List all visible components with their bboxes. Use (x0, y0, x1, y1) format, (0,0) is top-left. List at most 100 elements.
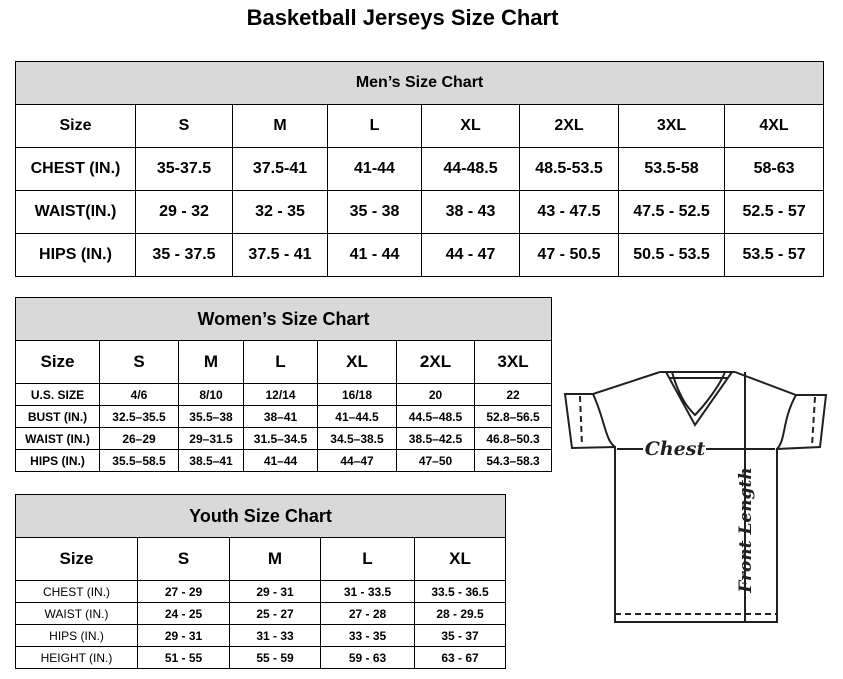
table-cell: S (99, 340, 179, 384)
table-cell: L (327, 104, 422, 148)
table-cell: 27 - 29 (137, 580, 230, 603)
table-cell: 47 - 50.5 (519, 233, 619, 277)
table-cell: 29 - 31 (137, 624, 230, 647)
table-cell: L (320, 537, 415, 581)
womens-size-table: Women’s Size Chart Size S M L XL 2XL 3XL U.S. S… (14, 297, 553, 472)
table-cell: M (232, 104, 328, 148)
table-cell: 12/14 (243, 383, 318, 406)
table-cell: 35-37.5 (135, 147, 233, 191)
table-header-row: Size S M L XL (15, 537, 507, 581)
t-shirt-diagram-icon: Chest Front Length (563, 371, 828, 623)
front-length-label: Front Length (736, 467, 756, 593)
table-row: HIPS (IN.) 35 - 37.5 37.5 - 41 41 - 44 44 - … (15, 233, 825, 277)
table-cell: 34.5–38.5 (317, 427, 397, 450)
table-cell: 41 - 44 (327, 233, 422, 277)
table-cell: 28 - 29.5 (413, 602, 507, 625)
table-cell: 35.5–58.5 (99, 449, 179, 472)
table-cell: 3XL (473, 340, 553, 384)
row-label: CHEST (IN.) (15, 147, 136, 191)
table-cell: 46.8–50.3 (473, 427, 553, 450)
table-cell: 3XL (618, 104, 725, 148)
table-cell: 33.5 - 36.5 (413, 580, 507, 603)
table-cell: 31.5–34.5 (243, 427, 318, 450)
row-label: U.S. SIZE (15, 383, 100, 406)
table-cell: 25 - 27 (229, 602, 321, 625)
table-cell: 8/10 (178, 383, 244, 406)
table-cell: S (135, 104, 233, 148)
table-cell: 41–44.5 (317, 405, 397, 428)
table-header-row: Size S M L XL 2XL 3XL (15, 340, 553, 384)
table-cell: 55 - 59 (229, 646, 321, 669)
table-cell: M (229, 537, 321, 581)
table-cell: 4/6 (99, 383, 179, 406)
table-cell: 4XL (723, 104, 825, 148)
table-cell: M (178, 340, 244, 384)
table-cell: 51 - 55 (137, 646, 230, 669)
table-cell: 47–50 (396, 449, 475, 472)
table-row: HIPS (IN.) 29 - 31 31 - 33 33 - 35 35 - 37 (15, 624, 507, 647)
page-title: Basketball Jerseys Size Chart (246, 5, 559, 30)
table-cell: 37.5-41 (232, 147, 328, 191)
chest-label: Chest (645, 438, 706, 460)
table-cell: 26–29 (99, 427, 179, 450)
table-cell: S (137, 537, 230, 581)
row-label: HIPS (IN.) (15, 233, 136, 277)
table-cell: 53.5-58 (618, 147, 725, 191)
table-cell: 44-48.5 (421, 147, 520, 191)
mens-table-title: Men’s Size Chart (14, 61, 825, 105)
row-label: HIPS (IN.) (15, 449, 100, 472)
table-cell: XL (317, 340, 397, 384)
row-label: WAIST (IN.) (15, 427, 100, 450)
row-label: HIPS (IN.) (15, 624, 138, 647)
table-cell: 32.5–35.5 (99, 405, 179, 428)
table-cell: 41–44 (243, 449, 318, 472)
table-cell: L (243, 340, 318, 384)
table-cell: XL (413, 537, 507, 581)
row-label: CHEST (IN.) (15, 580, 138, 603)
table-row: CHEST (IN.) 35-37.5 37.5-41 41-44 44-48.5 48.… (15, 147, 825, 191)
table-cell: 47.5 - 52.5 (618, 190, 725, 234)
row-label: Size (15, 340, 100, 384)
table-cell: 2XL (396, 340, 475, 384)
table-cell: 31 - 33.5 (320, 580, 415, 603)
table-cell: 41-44 (327, 147, 422, 191)
table-cell: XL (421, 104, 520, 148)
table-cell: 38–41 (243, 405, 318, 428)
table-cell: 38.5–42.5 (396, 427, 475, 450)
table-row: WAIST (IN.) 26–29 29–31.5 31.5–34.5 34.5–38.… (15, 427, 553, 450)
table-cell: 63 - 67 (413, 646, 507, 669)
table-cell: 33 - 35 (320, 624, 415, 647)
table-cell: 44.5–48.5 (396, 405, 475, 428)
row-label: Size (15, 104, 136, 148)
row-label: WAIST(IN.) (15, 190, 136, 234)
table-cell: 2XL (519, 104, 619, 148)
table-cell: 48.5-53.5 (519, 147, 619, 191)
table-row: U.S. SIZE 4/6 8/10 12/14 16/18 20 22 (15, 383, 553, 406)
table-cell: 35.5–38 (178, 405, 244, 428)
table-cell: 29 - 32 (135, 190, 233, 234)
womens-table-title: Women’s Size Chart (14, 297, 553, 341)
table-row: WAIST (IN.) 24 - 25 25 - 27 27 - 28 28 - 29.… (15, 602, 507, 625)
table-cell: 43 - 47.5 (519, 190, 619, 234)
table-cell: 31 - 33 (229, 624, 321, 647)
table-row: HEIGHT (IN.) 51 - 55 55 - 59 59 - 63 63 - 67 (15, 646, 507, 669)
youth-size-table: Youth Size Chart Size S M L XL CHEST (IN.) 27 … (14, 494, 507, 669)
table-cell: 38 - 43 (421, 190, 520, 234)
row-label: HEIGHT (IN.) (15, 646, 138, 669)
table-cell: 52.8–56.5 (473, 405, 553, 428)
table-cell: 29–31.5 (178, 427, 244, 450)
table-cell: 38.5–41 (178, 449, 244, 472)
table-cell: 24 - 25 (137, 602, 230, 625)
table-cell: 58-63 (723, 147, 825, 191)
table-cell: 35 - 37.5 (135, 233, 233, 277)
table-cell: 59 - 63 (320, 646, 415, 669)
table-cell: 32 - 35 (232, 190, 328, 234)
table-cell: 16/18 (317, 383, 397, 406)
table-cell: 44–47 (317, 449, 397, 472)
table-cell: 27 - 28 (320, 602, 415, 625)
youth-table-title: Youth Size Chart (14, 494, 507, 538)
table-cell: 35 - 37 (413, 624, 507, 647)
table-row: WAIST(IN.) 29 - 32 32 - 35 35 - 38 38 - 43 43… (15, 190, 825, 234)
table-cell: 20 (396, 383, 475, 406)
table-cell: 44 - 47 (421, 233, 520, 277)
